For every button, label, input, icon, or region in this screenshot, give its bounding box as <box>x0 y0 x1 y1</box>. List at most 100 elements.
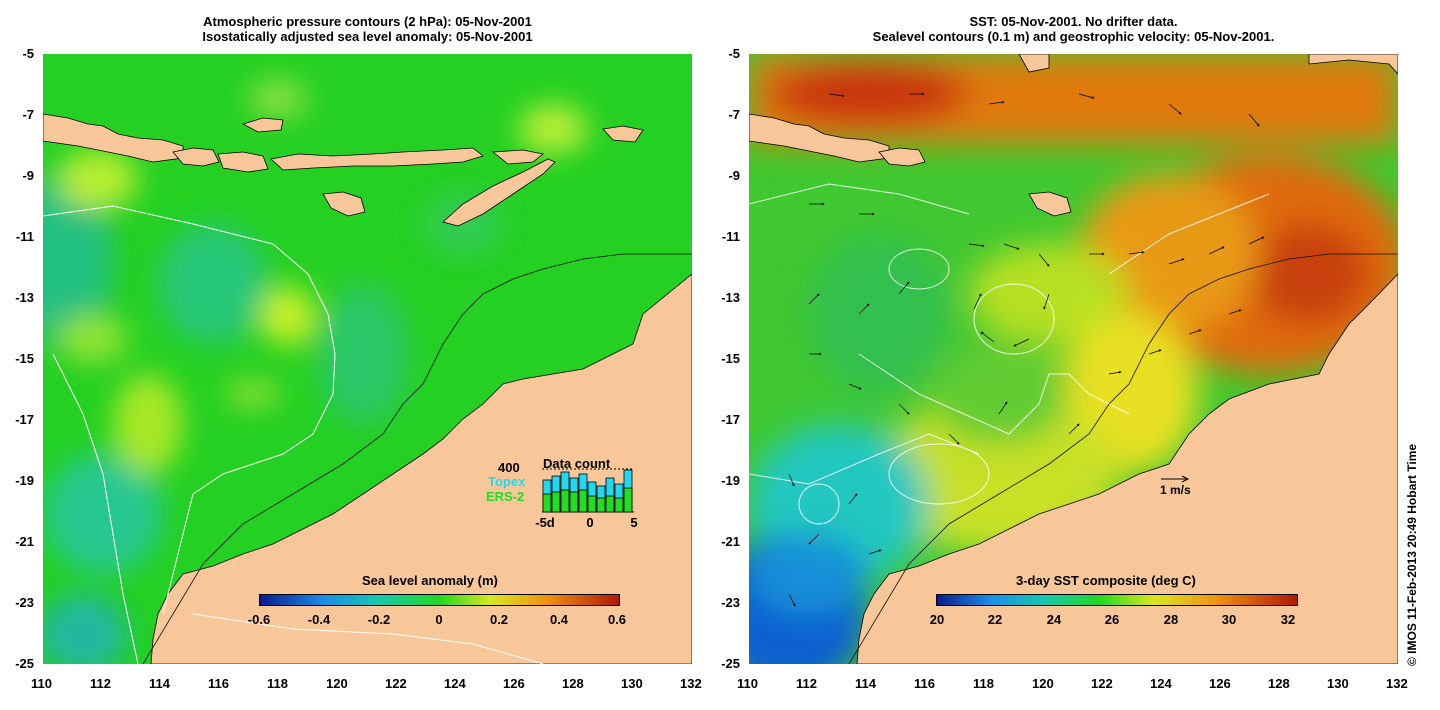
left-title-line2: Isostatically adjusted sea level anomaly… <box>202 29 533 44</box>
lon-tick: 112 <box>90 676 111 691</box>
data-count-title: Data count <box>543 456 611 471</box>
lon-tick: 122 <box>1091 676 1113 691</box>
left-colorbar-label: Sea level anomaly (m) <box>362 573 498 588</box>
lon-tick: 126 <box>503 676 525 691</box>
lon-tick: 112 <box>796 676 817 691</box>
lat-tick: -23 <box>721 595 740 610</box>
velocity-scale-arrow <box>1161 475 1190 483</box>
lon-tick: 120 <box>326 676 348 691</box>
lon-tick: 128 <box>1268 676 1290 691</box>
left-bathymetry <box>142 253 692 664</box>
count-bar <box>623 487 633 513</box>
count-bar <box>614 497 624 513</box>
lon-tick: 130 <box>621 676 643 691</box>
left-anomaly-field <box>43 79 588 664</box>
lat-tick: -17 <box>721 412 740 427</box>
colorbar-tick: 0 <box>435 612 443 627</box>
count-bar <box>587 495 597 513</box>
left-title: Atmospheric pressure contours (2 hPa): 0… <box>43 14 692 44</box>
lon-tick: 124 <box>1150 676 1172 691</box>
lat-tick: -21 <box>15 534 34 549</box>
right-title-line1: SST: 05-Nov-2001. No drifter data. <box>969 14 1178 29</box>
count-bar <box>569 491 579 513</box>
lat-tick: -13 <box>721 290 740 305</box>
topex-label: Topex <box>488 474 526 489</box>
lon-tick: 116 <box>914 676 935 691</box>
data-count-max: 400 <box>498 460 520 475</box>
lat-tick: -23 <box>15 595 34 610</box>
lon-tick: 126 <box>1209 676 1231 691</box>
colorbar-tick: 0.2 <box>489 612 509 627</box>
lat-tick: -25 <box>15 656 34 671</box>
lat-tick: -5 <box>22 46 34 61</box>
colorbar-tick: 32 <box>1280 612 1296 627</box>
count-bar <box>542 493 552 513</box>
data-count-tick: 5 <box>630 515 638 530</box>
lon-tick: 132 <box>1386 676 1408 691</box>
right-colorbar-label: 3-day SST composite (deg C) <box>1016 573 1196 588</box>
lat-tick: -19 <box>721 473 740 488</box>
lon-tick: 118 <box>267 676 288 691</box>
lon-tick: 132 <box>680 676 702 691</box>
lat-tick: -5 <box>728 46 740 61</box>
data-count-chart <box>542 468 634 513</box>
right-map <box>749 54 1398 664</box>
lon-tick: 130 <box>1327 676 1349 691</box>
colorbar-tick: -0.6 <box>247 612 271 627</box>
lat-tick: -7 <box>728 107 740 122</box>
lon-tick: 114 <box>855 676 876 691</box>
colorbar-tick: 30 <box>1221 612 1237 627</box>
lat-tick: -15 <box>721 351 740 366</box>
lon-tick: 128 <box>562 676 584 691</box>
left-colorbar <box>259 594 620 606</box>
velocity-scale-label: 1 m/s <box>1160 483 1191 497</box>
credit-text: © IMOS 11-Feb-2013 20:49 Hobart Time <box>1405 443 1419 666</box>
count-bar <box>596 497 606 513</box>
count-bar <box>578 489 588 513</box>
colorbar-tick: -0.2 <box>367 612 391 627</box>
right-colorbar <box>936 594 1298 606</box>
lat-tick: -9 <box>728 168 740 183</box>
lat-tick: -7 <box>22 107 34 122</box>
lat-tick: -19 <box>15 473 34 488</box>
lat-tick: -17 <box>15 412 34 427</box>
left-contours <box>43 205 544 664</box>
colorbar-tick: -0.4 <box>307 612 331 627</box>
right-sealevel-contours <box>749 183 1270 525</box>
lon-tick: 122 <box>385 676 407 691</box>
left-title-line1: Atmospheric pressure contours (2 hPa): 0… <box>203 14 532 29</box>
lon-tick: 120 <box>1032 676 1054 691</box>
right-land <box>749 54 1398 664</box>
lon-tick: 118 <box>973 676 994 691</box>
ers2-label: ERS-2 <box>486 489 525 504</box>
lon-tick: 110 <box>31 676 52 691</box>
right-sst-field <box>749 54 1398 664</box>
left-land <box>43 113 692 664</box>
lat-tick: -9 <box>22 168 34 183</box>
colorbar-tick: 0.4 <box>549 612 569 627</box>
count-bar <box>605 495 615 513</box>
lat-tick: -11 <box>15 229 34 244</box>
right-title: SST: 05-Nov-2001. No drifter data. Seale… <box>749 14 1398 44</box>
colorbar-tick: 24 <box>1046 612 1062 627</box>
lat-tick: -15 <box>15 351 34 366</box>
colorbar-tick: 26 <box>1104 612 1120 627</box>
left-map <box>43 54 692 664</box>
lat-tick: -11 <box>721 229 740 244</box>
right-velocity-arrows <box>788 92 1265 607</box>
lat-tick: -21 <box>721 534 740 549</box>
count-bar <box>551 491 561 513</box>
lon-tick: 116 <box>208 676 229 691</box>
lat-tick: -13 <box>15 290 34 305</box>
lon-tick: 124 <box>444 676 466 691</box>
colorbar-tick: 0.6 <box>607 612 627 627</box>
count-bar <box>560 489 570 513</box>
lat-tick: -25 <box>721 656 740 671</box>
right-title-line2: Sealevel contours (0.1 m) and geostrophi… <box>872 29 1275 44</box>
colorbar-tick: 20 <box>929 612 945 627</box>
lon-tick: 114 <box>149 676 170 691</box>
data-count-tick: 0 <box>586 515 594 530</box>
lon-tick: 110 <box>737 676 758 691</box>
colorbar-tick: 28 <box>1163 612 1179 627</box>
data-count-tick: -5d <box>535 515 555 530</box>
